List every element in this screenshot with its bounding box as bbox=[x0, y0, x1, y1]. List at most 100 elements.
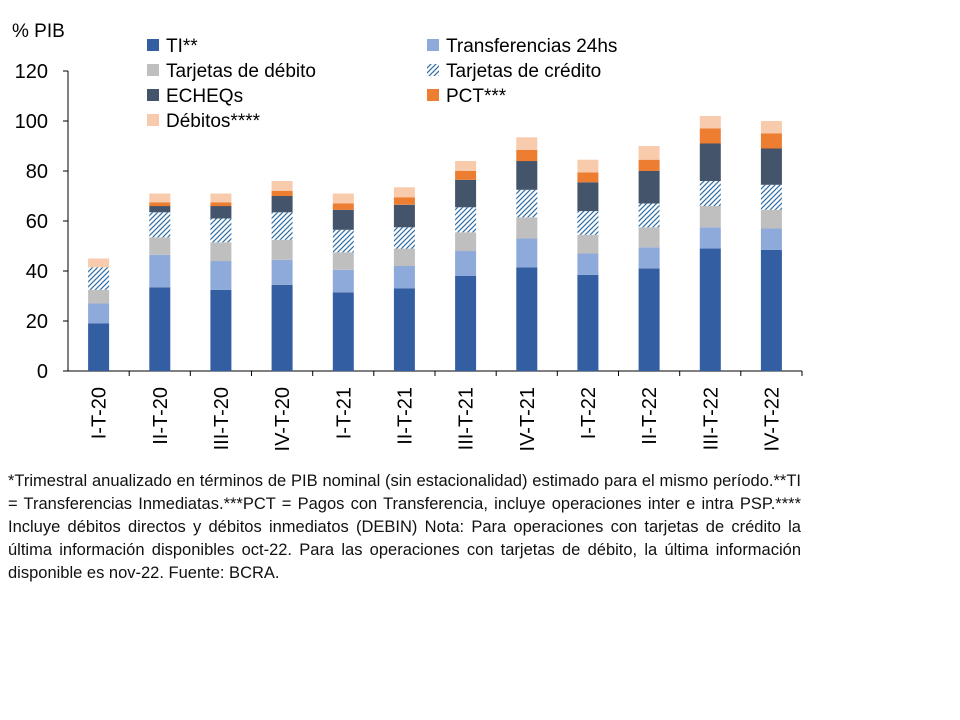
bar-segment-6-8 bbox=[577, 159, 599, 173]
bar-segment-3-8 bbox=[577, 211, 599, 235]
bar-segment-2-2 bbox=[210, 242, 232, 262]
bar-segment-1-5 bbox=[393, 266, 415, 289]
bar-segment-0-1 bbox=[149, 287, 171, 372]
legend-swatch-4 bbox=[147, 89, 159, 101]
bar-segment-4-8 bbox=[577, 182, 599, 212]
bar-segment-1-10 bbox=[699, 227, 721, 249]
y-tick-label: 0 bbox=[37, 361, 48, 383]
legend-label-0: TI** bbox=[166, 36, 198, 57]
bar-segment-0-11 bbox=[760, 249, 782, 372]
bar-segment-3-4 bbox=[332, 229, 354, 253]
bar-segment-0-9 bbox=[638, 268, 660, 371]
bar-segment-1-6 bbox=[455, 251, 477, 276]
x-tick-label: II-T-22 bbox=[639, 387, 661, 445]
y-tick-label: 80 bbox=[26, 161, 48, 183]
bar-segment-1-8 bbox=[577, 253, 599, 275]
bar-segment-3-5 bbox=[393, 227, 415, 249]
bar-segment-6-11 bbox=[760, 121, 782, 134]
bar-segment-3-9 bbox=[638, 203, 660, 228]
bar-segment-4-9 bbox=[638, 171, 660, 204]
legend-swatch-5 bbox=[427, 89, 439, 101]
bar-segment-5-11 bbox=[760, 133, 782, 149]
bar-segment-4-7 bbox=[516, 161, 538, 190]
bar-segment-0-5 bbox=[393, 288, 415, 371]
bar-segment-5-10 bbox=[699, 128, 721, 144]
bar-segment-5-6 bbox=[455, 171, 477, 180]
bar-segment-5-1 bbox=[149, 202, 171, 207]
x-tick-label: IV-T-22 bbox=[761, 387, 783, 451]
bar-segment-4-10 bbox=[699, 143, 721, 181]
legend-swatch-1 bbox=[427, 39, 439, 51]
bar-segment-0-6 bbox=[455, 276, 477, 371]
x-tick-label: IV-T-21 bbox=[517, 387, 539, 451]
bar-segment-6-2 bbox=[210, 193, 232, 203]
bar-segment-2-0 bbox=[88, 289, 110, 304]
bar-segment-5-2 bbox=[210, 202, 232, 207]
legend-label-5: PCT*** bbox=[446, 86, 507, 107]
x-tick-label: III-T-22 bbox=[700, 387, 722, 450]
bar-segment-1-7 bbox=[516, 238, 538, 268]
bar-segment-1-1 bbox=[149, 254, 171, 288]
bar-segment-4-3 bbox=[271, 196, 293, 213]
bar-segment-3-0 bbox=[88, 267, 110, 290]
bar-segment-2-9 bbox=[638, 227, 660, 248]
bar-segment-0-4 bbox=[332, 292, 354, 372]
bar-segment-4-2 bbox=[210, 206, 232, 219]
bar-segment-6-7 bbox=[516, 137, 538, 150]
bar-segment-2-3 bbox=[271, 239, 293, 260]
bar-segment-2-6 bbox=[455, 232, 477, 252]
bar-segment-0-8 bbox=[577, 274, 599, 372]
bar-segment-0-3 bbox=[271, 284, 293, 372]
legend-label-1: Transferencias 24hs bbox=[446, 36, 617, 57]
bar-segment-0-10 bbox=[699, 248, 721, 371]
x-tick-label: IV-T-20 bbox=[272, 387, 294, 451]
legend-swatch-0 bbox=[147, 39, 159, 51]
bar-segment-3-10 bbox=[699, 181, 721, 206]
bar-segment-4-4 bbox=[332, 209, 354, 230]
bar-segment-2-1 bbox=[149, 237, 171, 255]
bar-segment-5-8 bbox=[577, 172, 599, 183]
footnote: *Trimestral anualizado en términos de PI… bbox=[8, 472, 801, 582]
bar-segment-3-3 bbox=[271, 212, 293, 240]
legend-swatch-2 bbox=[147, 64, 159, 76]
x-tick-label: I-T-21 bbox=[333, 387, 355, 439]
y-axis-label: % PIB bbox=[12, 21, 65, 42]
bar-segment-2-10 bbox=[699, 206, 721, 228]
bar-segment-1-11 bbox=[760, 228, 782, 250]
stacked-bar-chart: % PIB TI** Transferencias 24hs Tarjetas de… bbox=[12, 21, 803, 451]
y-tick-label: 100 bbox=[15, 111, 48, 133]
bar-segment-1-3 bbox=[271, 259, 293, 285]
bar-segment-2-8 bbox=[577, 234, 599, 254]
bar-segment-0-2 bbox=[210, 289, 232, 372]
bar-segment-1-2 bbox=[210, 261, 232, 290]
bar-segment-6-6 bbox=[455, 161, 477, 171]
bar-segment-6-4 bbox=[332, 193, 354, 204]
bar-segment-2-7 bbox=[516, 217, 538, 239]
bar-segment-6-10 bbox=[699, 116, 721, 129]
axes: 0 20 40 60 80 100 120 I-T-20 II-T-20 III-T-20 IV-T… bbox=[15, 61, 803, 451]
y-tick-label: 120 bbox=[15, 61, 48, 83]
bars bbox=[88, 116, 782, 372]
bar-segment-6-9 bbox=[638, 146, 660, 160]
bar-segment-5-3 bbox=[271, 191, 293, 196]
x-tick-label: II-T-20 bbox=[150, 387, 172, 445]
x-tick-label: III-T-20 bbox=[211, 387, 233, 450]
x-tick-label: II-T-21 bbox=[394, 387, 416, 445]
bar-segment-3-2 bbox=[210, 218, 232, 243]
legend-label-3: Tarjetas de crédito bbox=[446, 61, 601, 82]
legend-swatch-3 bbox=[427, 64, 439, 76]
bar-segment-3-1 bbox=[149, 212, 171, 238]
bar-segment-6-3 bbox=[271, 181, 293, 191]
bar-segment-4-11 bbox=[760, 148, 782, 185]
bar-segment-3-11 bbox=[760, 184, 782, 210]
x-tick-label: III-T-21 bbox=[456, 387, 478, 450]
bar-segment-2-4 bbox=[332, 252, 354, 270]
x-tick-label: I-T-22 bbox=[578, 387, 600, 439]
legend: TI** Transferencias 24hs Tarjetas de débit… bbox=[147, 36, 617, 132]
bar-segment-5-7 bbox=[516, 149, 538, 162]
bar-segment-4-6 bbox=[455, 179, 477, 208]
legend-swatch-6 bbox=[147, 114, 159, 126]
legend-label-2: Tarjetas de débito bbox=[166, 61, 316, 82]
bar-segment-5-4 bbox=[332, 203, 354, 210]
bar-segment-1-4 bbox=[332, 269, 354, 293]
